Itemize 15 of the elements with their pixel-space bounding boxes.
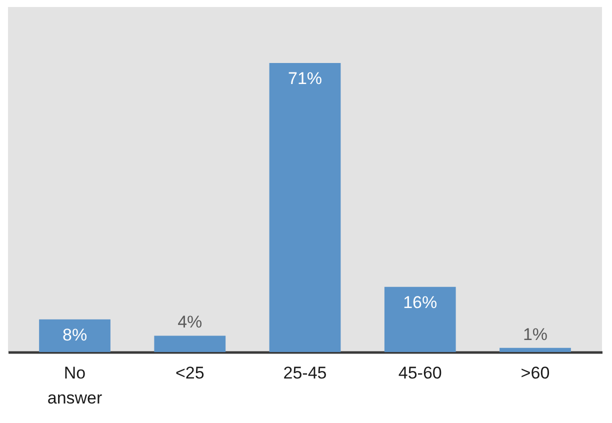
bar <box>39 319 110 352</box>
x-tick-label: <25 <box>175 364 204 382</box>
bar <box>384 286 456 352</box>
data-label: 1% <box>522 324 548 344</box>
data-label: 71% <box>288 69 322 88</box>
bar <box>269 63 341 352</box>
bar <box>154 336 226 352</box>
x-tick-label: >60 <box>520 364 550 382</box>
data-label: 4% <box>178 312 202 332</box>
data-label: 8% <box>62 325 88 344</box>
bar <box>500 348 571 352</box>
data-label: 16% <box>403 292 438 312</box>
x-tick-label: 45-60 <box>398 364 442 382</box>
x-tick-label: 25-45 <box>283 364 327 382</box>
x-tick-label: No answer <box>47 364 102 408</box>
